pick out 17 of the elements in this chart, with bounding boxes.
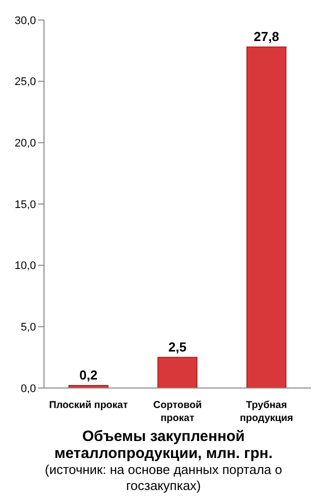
bar	[157, 356, 198, 388]
y-tick-label: 25,0	[14, 76, 36, 88]
text: (источник: на основе данных портала о госзакупках)	[44, 462, 284, 494]
y-tick-label: 15,0	[14, 198, 36, 211]
y-tick-label: 0,0	[20, 382, 36, 395]
y-tick-label: 10,0	[14, 260, 36, 272]
y-tick-label: 20,0	[14, 138, 36, 150]
data-label: 2,5	[168, 339, 186, 354]
x-tick-label: Сортовой прокат	[153, 400, 202, 424]
y-tick-label: 30,0	[14, 14, 36, 27]
y-tick-label: 5,0	[20, 322, 36, 334]
x-tick-label: Трубная продукция	[240, 400, 294, 424]
data-label: 0,2	[79, 368, 98, 383]
x-tick-label: Плоский прокат	[49, 400, 128, 411]
data-label: 27,8	[254, 28, 280, 44]
bar	[246, 46, 286, 388]
text: Объемы закупленной металлопродукции, млн. грн.	[53, 428, 274, 462]
